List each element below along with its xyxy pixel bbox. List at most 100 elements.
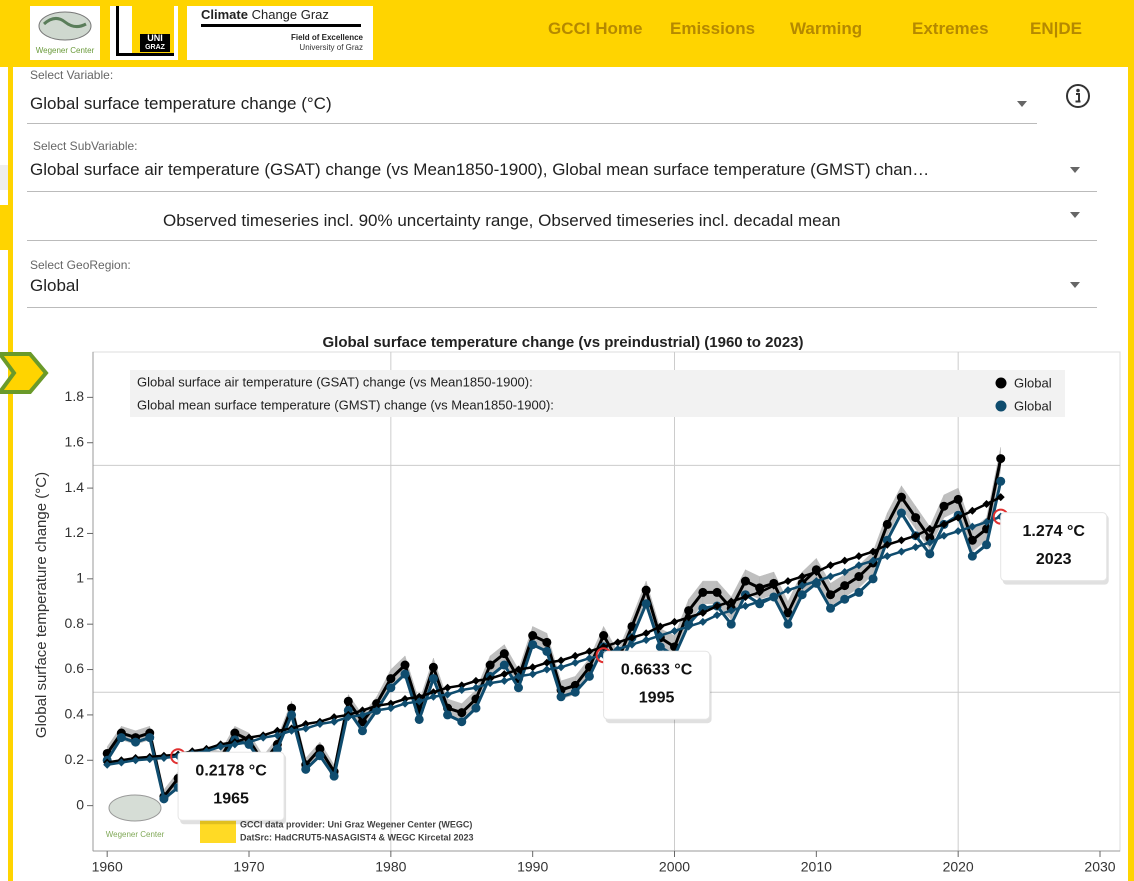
- data-point: [272, 744, 282, 754]
- y-tick-label: 1.2: [65, 524, 85, 540]
- ccg-subtitle: Field of Excellence: [290, 33, 363, 42]
- data-point: [457, 708, 467, 718]
- decadal-point: [571, 658, 580, 667]
- legend-entry: Global: [1014, 375, 1052, 390]
- data-point: [357, 717, 367, 727]
- decadal-point: [840, 568, 849, 577]
- select-underline: [27, 123, 1037, 124]
- decadal-point: [429, 688, 438, 697]
- decadal-point: [627, 640, 636, 649]
- data-point: [896, 492, 906, 502]
- uni-logo[interactable]: UNI GRAZ: [110, 6, 178, 60]
- watermark-source: DatSrc: HadCRUT5-NASAGIST4 & WEGC Kircet…: [240, 832, 474, 842]
- data-point: [343, 696, 353, 706]
- decadal-point: [670, 626, 679, 635]
- decadal-point: [415, 697, 424, 706]
- watermark: Wegener Center GCCI data provider: Uni Gr…: [106, 794, 474, 843]
- decadal-point: [755, 597, 764, 606]
- data-point: [287, 703, 297, 713]
- decadal-point: [245, 733, 254, 742]
- decadal-point: [783, 577, 792, 586]
- info-icon[interactable]: [1064, 82, 1092, 110]
- data-point: [840, 594, 850, 604]
- decadal-point: [741, 592, 750, 601]
- decadal-point: [372, 701, 381, 710]
- decadal-point: [159, 754, 168, 763]
- select-value[interactable]: Global: [30, 276, 80, 295]
- graz-word: GRAZ: [145, 44, 165, 51]
- chevron[interactable]: [0, 352, 50, 394]
- data-point: [641, 599, 651, 609]
- globe-icon: [38, 11, 92, 41]
- data-point: [287, 710, 297, 720]
- data-point: [982, 540, 992, 550]
- decadal-point: [755, 588, 764, 597]
- decadal-line: [106, 515, 1002, 767]
- data-point: [641, 585, 651, 595]
- decadal-point: [486, 679, 495, 688]
- decadal-point: [642, 629, 651, 638]
- y-tick-label: 1: [76, 570, 84, 586]
- data-point: [925, 549, 935, 559]
- x-tick-label: 2030: [1084, 859, 1115, 875]
- data-point: [499, 660, 509, 670]
- data-point: [230, 728, 240, 738]
- select-underline: [27, 191, 1097, 192]
- data-point: [726, 619, 736, 629]
- x-tick-label: 2020: [943, 859, 974, 875]
- select-value[interactable]: Observed timeseries incl. 90% uncertaint…: [163, 211, 841, 230]
- decadal-point: [330, 717, 339, 726]
- decadal-point: [968, 522, 977, 531]
- nav-link[interactable]: Warming: [790, 19, 863, 38]
- decadal-point: [741, 602, 750, 611]
- data-point: [996, 476, 1006, 486]
- select-underline: [27, 240, 1097, 241]
- data-point: [840, 581, 850, 591]
- nav-link[interactable]: Emissions: [670, 19, 756, 38]
- data-point: [584, 671, 594, 681]
- dropdown-arrow[interactable]: [1069, 281, 1081, 289]
- decadal-point: [684, 613, 693, 622]
- dropdown-arrow[interactable]: [1016, 100, 1028, 108]
- ccg-rest: Change Graz: [251, 7, 329, 22]
- decadal-point: [330, 713, 339, 722]
- decadal-point: [883, 552, 892, 561]
- decadal-point: [727, 597, 736, 606]
- data-point: [400, 669, 410, 679]
- decadal-point: [528, 663, 537, 672]
- data-point: [896, 508, 906, 518]
- decadal-point: [769, 581, 778, 590]
- dropdown-arrow[interactable]: [1069, 166, 1081, 174]
- data-point: [826, 590, 836, 600]
- decadal-point: [869, 556, 878, 565]
- header: Wegener Center UNI GRAZ Climate Change Gr…: [0, 0, 1134, 67]
- data-point: [868, 574, 878, 584]
- decadal-point: [131, 756, 140, 765]
- nav-link[interactable]: Extremes: [912, 19, 989, 38]
- wegener-logo[interactable]: Wegener Center: [30, 6, 100, 60]
- select-value[interactable]: Global surface air temperature (GSAT) ch…: [30, 160, 930, 179]
- nav-link[interactable]: EN|DE: [1030, 19, 1082, 38]
- ccg-logo[interactable]: Climate Change Graz Field of Excellence …: [187, 6, 373, 60]
- ccg-title: Climate Change Graz: [201, 7, 329, 22]
- side-fragment: [0, 165, 8, 190]
- decadal-point: [670, 617, 679, 626]
- decadal-point: [471, 676, 480, 685]
- watermark-provider: GCCI data provider: Uni Graz Wegener Cen…: [240, 819, 472, 829]
- decadal-point: [103, 760, 112, 769]
- decadal-point: [429, 692, 438, 701]
- decadal-point: [954, 527, 963, 536]
- decadal-point: [613, 638, 622, 647]
- x-tick-label: 1960: [92, 859, 123, 875]
- data-point: [655, 642, 665, 652]
- decadal-point: [585, 647, 594, 656]
- select-value[interactable]: Global surface temperature change (°C): [30, 94, 332, 113]
- decadal-point: [386, 699, 395, 708]
- data-point: [542, 637, 552, 647]
- tooltip-year: 1965: [213, 790, 249, 807]
- tooltip-box: [603, 650, 711, 720]
- tooltip-value: 1.274 °C: [1022, 523, 1085, 540]
- dropdown-arrow[interactable]: [1069, 211, 1081, 219]
- data-point: [712, 587, 722, 597]
- nav-link[interactable]: GCCI Home: [548, 19, 643, 38]
